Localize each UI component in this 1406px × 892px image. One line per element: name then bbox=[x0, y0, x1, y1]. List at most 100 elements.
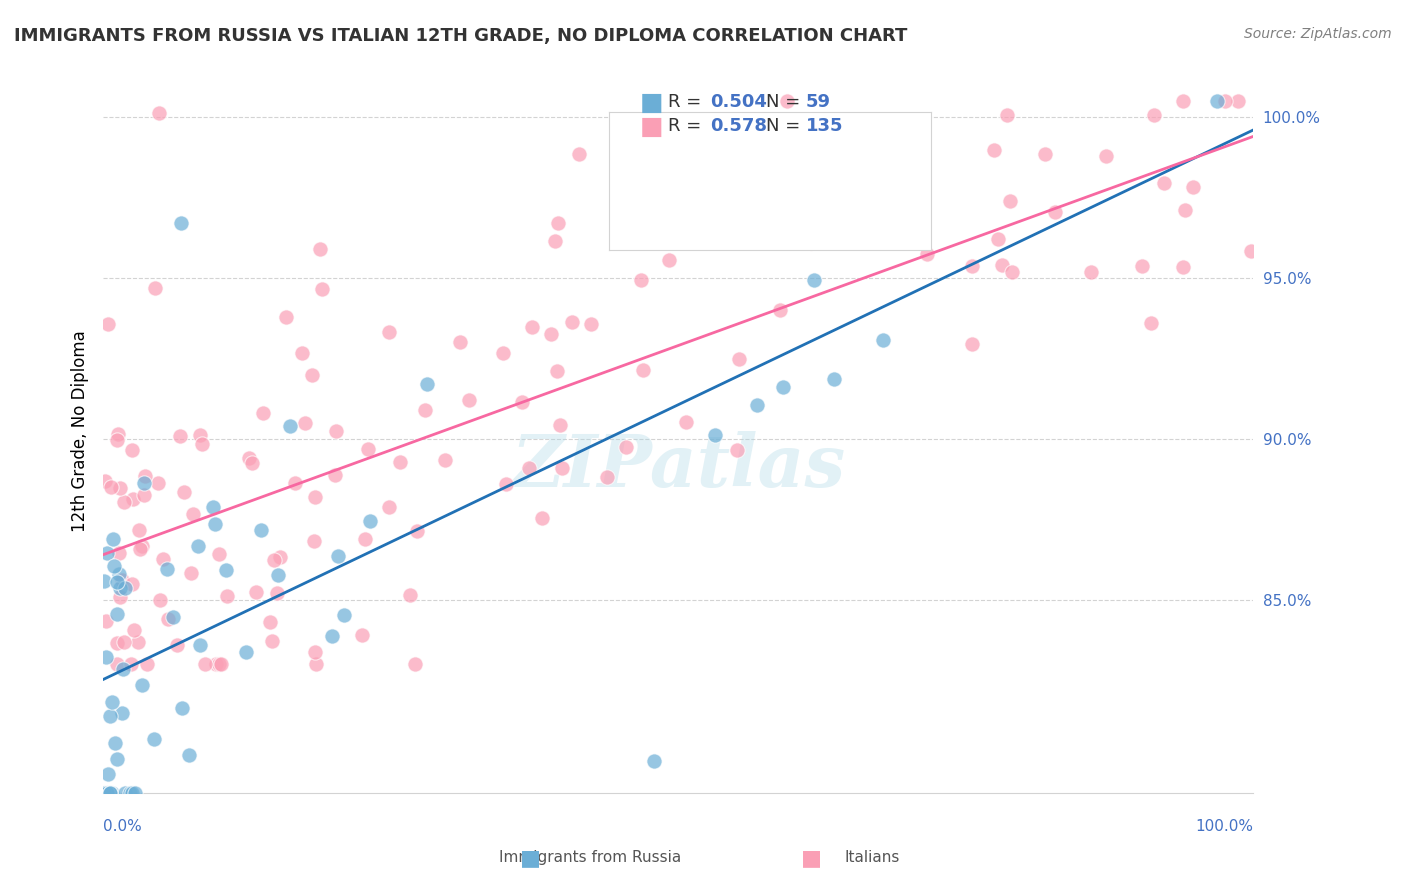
Italians bbox=[188, 428, 211, 442]
Italians bbox=[794, 213, 817, 227]
Italians bbox=[259, 615, 281, 630]
Immigrants from Russia bbox=[215, 563, 238, 577]
Italians bbox=[614, 441, 637, 455]
Italians bbox=[156, 612, 179, 626]
Italians bbox=[135, 657, 157, 672]
Italians bbox=[131, 539, 153, 553]
Italians bbox=[377, 500, 399, 515]
Italians bbox=[108, 590, 131, 604]
Italians bbox=[105, 433, 128, 447]
Immigrants from Russia bbox=[169, 216, 191, 230]
Immigrants from Russia bbox=[187, 539, 209, 553]
Immigrants from Russia bbox=[143, 732, 166, 747]
Italians bbox=[995, 108, 1018, 122]
Italians bbox=[352, 628, 374, 642]
Italians bbox=[304, 490, 326, 504]
Italians bbox=[209, 657, 232, 672]
Italians bbox=[269, 549, 291, 564]
Italians bbox=[127, 635, 149, 649]
Italians bbox=[122, 491, 145, 506]
Italians bbox=[987, 232, 1010, 246]
Immigrants from Russia bbox=[321, 629, 343, 643]
Italians bbox=[890, 209, 912, 223]
Italians bbox=[181, 507, 204, 521]
Immigrants from Russia bbox=[1206, 94, 1229, 108]
Italians bbox=[149, 593, 172, 607]
Italians bbox=[672, 202, 695, 217]
Italians bbox=[631, 363, 654, 377]
Text: 135: 135 bbox=[806, 117, 844, 135]
Italians bbox=[1000, 265, 1022, 279]
Italians bbox=[112, 635, 135, 649]
Italians bbox=[492, 346, 515, 360]
Italians bbox=[105, 636, 128, 650]
Italians bbox=[763, 172, 786, 186]
Italians bbox=[97, 317, 120, 331]
Italians bbox=[169, 429, 191, 443]
Immigrants from Russia bbox=[96, 786, 118, 800]
Text: 0.0%: 0.0% bbox=[103, 819, 142, 834]
Italians bbox=[596, 470, 619, 484]
Immigrants from Russia bbox=[333, 607, 356, 622]
Text: 0.578: 0.578 bbox=[710, 117, 768, 135]
Immigrants from Russia bbox=[108, 566, 131, 581]
Italians bbox=[94, 475, 117, 489]
Italians bbox=[517, 461, 540, 475]
Italians bbox=[675, 415, 697, 429]
Italians bbox=[180, 566, 202, 581]
Immigrants from Russia bbox=[105, 607, 128, 622]
Italians bbox=[238, 450, 260, 465]
Italians bbox=[512, 395, 534, 409]
Italians bbox=[457, 392, 479, 407]
Italians bbox=[301, 368, 323, 383]
Immigrants from Russia bbox=[93, 786, 115, 800]
Italians bbox=[561, 315, 583, 329]
Italians bbox=[406, 524, 429, 539]
Italians bbox=[173, 485, 195, 500]
Italians bbox=[399, 588, 422, 602]
Immigrants from Russia bbox=[170, 701, 193, 715]
Italians bbox=[1000, 194, 1022, 208]
Italians bbox=[263, 553, 285, 567]
Text: N =: N = bbox=[766, 93, 806, 111]
Italians bbox=[309, 243, 332, 257]
Italians bbox=[520, 320, 543, 334]
Italians bbox=[728, 351, 751, 366]
Italians bbox=[311, 282, 333, 296]
Text: 0.504: 0.504 bbox=[710, 93, 766, 111]
Immigrants from Russia bbox=[97, 767, 120, 781]
Italians bbox=[128, 542, 150, 557]
Italians bbox=[294, 416, 316, 430]
Italians bbox=[132, 488, 155, 502]
Italians bbox=[547, 216, 569, 230]
Italians bbox=[120, 657, 142, 672]
Italians bbox=[290, 345, 312, 359]
Italians bbox=[1240, 244, 1263, 258]
Immigrants from Russia bbox=[105, 752, 128, 766]
Italians bbox=[546, 364, 568, 378]
Italians bbox=[434, 453, 457, 467]
Text: Immigrants from Russia: Immigrants from Russia bbox=[499, 850, 682, 865]
Immigrants from Russia bbox=[100, 786, 122, 800]
Y-axis label: 12th Grade, No Diploma: 12th Grade, No Diploma bbox=[72, 330, 89, 532]
Italians bbox=[800, 235, 823, 250]
Italians bbox=[725, 443, 748, 458]
Text: 59: 59 bbox=[806, 93, 831, 111]
Immigrants from Russia bbox=[745, 398, 768, 412]
Immigrants from Russia bbox=[704, 428, 727, 442]
Italians bbox=[1080, 265, 1102, 279]
Italians bbox=[404, 657, 426, 672]
Immigrants from Russia bbox=[112, 662, 135, 676]
Italians bbox=[166, 638, 188, 652]
Italians bbox=[630, 273, 652, 287]
Immigrants from Russia bbox=[266, 568, 288, 582]
Immigrants from Russia bbox=[96, 546, 118, 560]
Immigrants from Russia bbox=[93, 574, 115, 588]
Text: ■: ■ bbox=[520, 848, 541, 868]
Italians bbox=[1153, 176, 1175, 190]
Italians bbox=[205, 657, 228, 672]
Italians bbox=[378, 326, 401, 340]
Italians bbox=[1173, 260, 1195, 275]
Italians bbox=[768, 303, 790, 318]
Immigrants from Russia bbox=[96, 786, 118, 800]
